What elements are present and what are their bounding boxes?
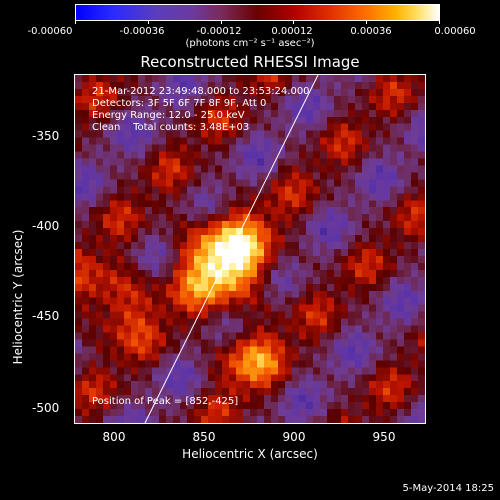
colorbar-tick-label: -0.00036 (119, 26, 165, 37)
y-axis-label: Heliocentric Y (arcsec) (11, 229, 25, 365)
colorbar-tick-label: -0.00060 (27, 26, 73, 37)
colorbar-units: (photons cm⁻² s⁻¹ asec⁻²) (185, 38, 315, 49)
info-clean-counts: Clean Total counts: 3.48E+03 (92, 122, 250, 133)
colorbar-tickmark (439, 20, 440, 24)
x-tick-label: 950 (372, 430, 396, 444)
colorbar-tickmark (366, 20, 367, 24)
y-tick-label: -350 (32, 129, 60, 143)
plot-title: Reconstructed RHESSI Image (140, 53, 360, 71)
y-tick-label: -400 (32, 219, 60, 233)
limb-line (144, 75, 319, 423)
x-tick-label: 850 (192, 430, 216, 444)
x-axis-label: Heliocentric X (arcsec) (182, 447, 318, 461)
y-tick-label: -500 (32, 401, 60, 415)
solar-limb-line (144, 75, 319, 423)
generation-date: 5-May-2014 18:25 (402, 483, 494, 494)
info-energy-range: Energy Range: 12.0 - 25.0 keV (92, 110, 245, 121)
info-peak-position: Position of Peak = [852,-425] (92, 396, 239, 407)
colorbar-tick-label: 0.00060 (434, 26, 476, 37)
colorbar-tickmark (221, 20, 222, 24)
x-tick-label: 900 (282, 430, 306, 444)
colorbar-tick-label: 0.00012 (271, 26, 313, 37)
rhessi-image-heatmap (75, 75, 425, 423)
colorbar (75, 4, 440, 21)
colorbar-tick-label: 0.00036 (350, 26, 392, 37)
info-detectors: Detectors: 3F 5F 6F 7F 8F 9F, Att 0 (92, 98, 267, 109)
colorbar-tickmark (148, 20, 149, 24)
y-tick-label: -450 (32, 309, 60, 323)
x-tick-label: 800 (102, 430, 126, 444)
colorbar-tickmark (293, 20, 294, 24)
colorbar-tick-label: -0.00012 (196, 26, 242, 37)
image-plot-area (74, 74, 426, 424)
info-time-range: 21-Mar-2012 23:49:48.000 to 23:53:24.000 (92, 86, 310, 97)
colorbar-tickmark (75, 20, 76, 24)
